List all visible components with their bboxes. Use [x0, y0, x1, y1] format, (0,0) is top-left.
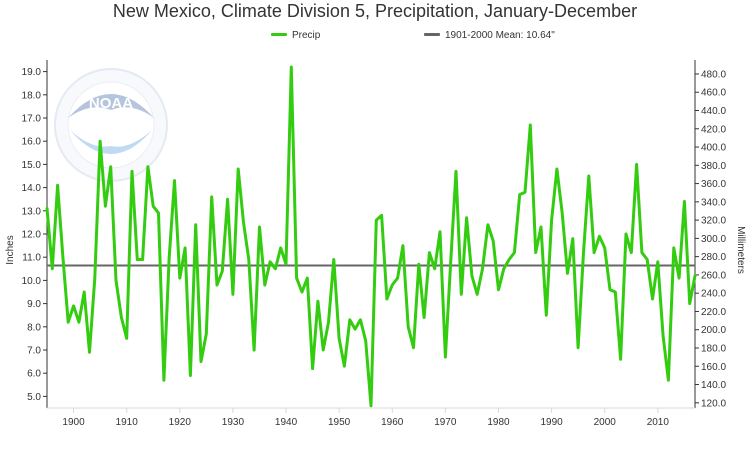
legend-swatch-mean	[424, 32, 440, 36]
x-tick-label: 1910	[116, 417, 139, 428]
legend-label-mean: 1901-2000 Mean: 10.64"	[445, 30, 555, 41]
x-tick-label: 1980	[487, 417, 510, 428]
noaa-logo-text: NOAA	[89, 95, 133, 112]
y-tick-label-left: 10.0	[22, 276, 42, 287]
x-tick-label: 1940	[275, 417, 298, 428]
y-tick-label-left: 16.0	[22, 137, 42, 148]
y-tick-label-right: 120.0	[701, 398, 726, 409]
noaa-logo: NOAA	[54, 68, 168, 182]
y-tick-label-left: 9.0	[27, 299, 41, 310]
y-tick-label-right: 380.0	[701, 161, 726, 172]
y-tick-label-left: 18.0	[22, 90, 42, 101]
y-tick-label-right: 460.0	[701, 88, 726, 99]
y-tick-label-right: 360.0	[701, 179, 726, 190]
y-tick-label-left: 11.0	[22, 253, 41, 264]
y-tick-label-right: 180.0	[701, 343, 726, 354]
y-tick-label-right: 320.0	[701, 216, 726, 227]
precip-series-line	[45, 65, 697, 408]
legend-swatch-precip	[271, 32, 287, 36]
y-tick-label-right: 300.0	[701, 234, 726, 245]
y-tick-label-right: 420.0	[701, 124, 726, 135]
y-tick-label-left: 5.0	[27, 392, 41, 403]
y-tick-label-right: 280.0	[701, 252, 726, 263]
y-tick-label-right: 140.0	[701, 380, 726, 391]
y-tick-label-right: 260.0	[701, 270, 726, 281]
y-axis-label-left: Inches	[5, 235, 16, 264]
legend-item-precip[interactable]: Precip	[271, 30, 320, 42]
x-tick-label: 1970	[434, 417, 457, 428]
x-tick-label: 2010	[647, 417, 670, 428]
x-tick-label: 1900	[62, 417, 85, 428]
y-tick-label-right: 480.0	[701, 69, 726, 80]
y-tick-label-left: 14.0	[22, 183, 42, 194]
y-tick-label-right: 340.0	[701, 197, 726, 208]
x-tick-label: 2000	[594, 417, 617, 428]
x-tick-label: 1920	[169, 417, 192, 428]
series-group	[45, 65, 697, 408]
y-tick-label-left: 6.0	[27, 369, 41, 380]
legend-item-mean[interactable]: 1901-2000 Mean: 10.64"	[424, 30, 555, 42]
y-tick-label-left: 7.0	[27, 346, 41, 357]
y-tick-label-left: 13.0	[22, 206, 42, 217]
y-tick-label-right: 220.0	[701, 307, 726, 318]
x-tick-label: 1990	[540, 417, 563, 428]
y-tick-label-right: 240.0	[701, 289, 726, 300]
y-tick-label-right: 160.0	[701, 362, 726, 373]
y-tick-label-left: 8.0	[27, 322, 41, 333]
legend-label-precip: Precip	[292, 30, 321, 41]
y-tick-label-right: 400.0	[701, 143, 726, 154]
y-tick-label-left: 12.0	[22, 230, 42, 241]
y-tick-label-right: 200.0	[701, 325, 726, 336]
y-tick-label-left: 19.0	[22, 67, 42, 78]
y-tick-label-left: 17.0	[22, 114, 42, 125]
x-tick-label: 1930	[222, 417, 245, 428]
y-tick-label-right: 440.0	[701, 106, 726, 117]
y-axis-label-right: Millimeters	[735, 226, 746, 274]
x-tick-label: 1950	[328, 417, 351, 428]
axes: 5.0 6.0 7.0 8.0 9.0 10.0 11.0 12.0 13.0 14.0 15.0 1…	[22, 60, 726, 428]
y-tick-label-left: 15.0	[22, 160, 42, 171]
x-tick-label: 1960	[381, 417, 404, 428]
chart-title: New Mexico, Climate Division 5, Precipit…	[112, 1, 638, 21]
